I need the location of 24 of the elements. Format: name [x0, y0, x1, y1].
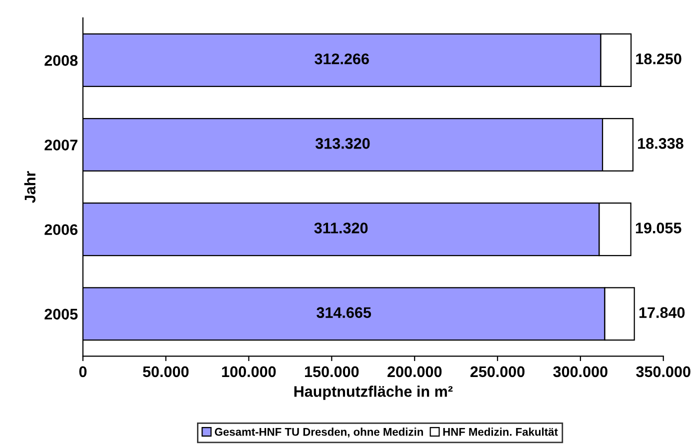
data-label: 314.665 — [316, 307, 372, 318]
x-tick-label: 150.000 — [305, 366, 359, 378]
x-tick-label: 200.000 — [388, 366, 442, 378]
y-tick-label: 2006 — [44, 224, 78, 236]
data-label: 19.055 — [636, 222, 682, 234]
data-label: 311.320 — [314, 222, 368, 234]
data-label: 18.338 — [638, 138, 684, 149]
x-tick-label: 300.000 — [553, 366, 608, 378]
y-tick-label: 2007 — [44, 140, 78, 150]
data-label: 312.266 — [314, 53, 369, 64]
data-label: 313.320 — [315, 138, 370, 149]
x-axis-title: Hauptnutzfläche in m² — [294, 386, 453, 400]
data-label: 18.250 — [636, 53, 682, 64]
y-tick-label: 2008 — [44, 55, 78, 66]
y-axis-title: Jahr — [24, 171, 36, 203]
y-tick-label: 2005 — [44, 308, 78, 320]
x-tick-label: 100.000 — [222, 366, 276, 378]
legend-label: HNF Medizin. Fakultät — [443, 428, 558, 436]
x-tick-label: 350.000 — [636, 366, 690, 378]
x-tick-label: 250.000 — [470, 366, 525, 378]
data-label: 17.840 — [639, 307, 685, 318]
x-tick-label: 0 — [79, 366, 87, 378]
legend-label: Gesamt-HNF TU Dresden, ohne Medizin — [214, 428, 423, 438]
x-tick-label: 50.000 — [142, 366, 189, 378]
